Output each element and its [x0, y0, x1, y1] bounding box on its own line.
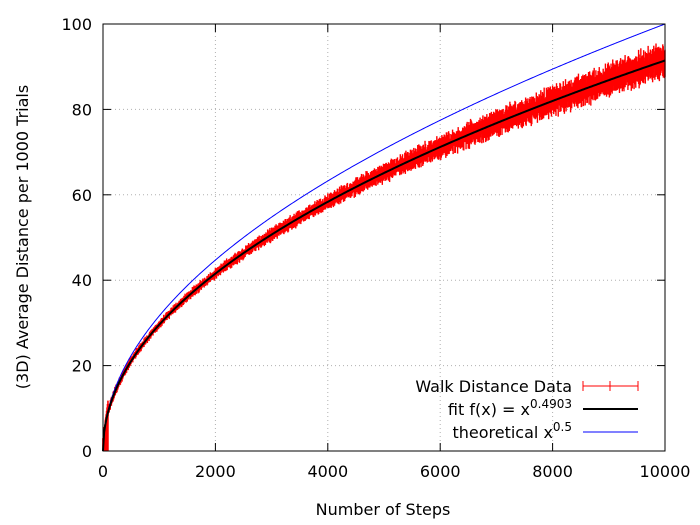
theoretical-curve	[102, 23, 666, 452]
plot-area	[102, 23, 666, 452]
y-tick-label: 100	[61, 15, 92, 34]
y-tick-label: 0	[82, 442, 92, 461]
y-tick-label: 20	[72, 357, 92, 376]
x-axis-title: Number of Steps	[316, 500, 451, 519]
x-tick-label: 0	[98, 462, 108, 481]
y-tick-label: 60	[72, 186, 92, 205]
walk-distance-data-series	[102, 43, 666, 451]
y-axis-title: (3D) Average Distance per 1000 Trials	[13, 85, 32, 389]
x-tick-label: 4000	[307, 462, 348, 481]
legend-label-theoretical: theoretical x0.5	[452, 420, 572, 442]
plot-frame	[102, 23, 666, 452]
x-tick-label: 8000	[532, 462, 573, 481]
fit-curve	[102, 59, 666, 452]
x-tick-label: 2000	[195, 462, 236, 481]
legend: Walk Distance Data fit f(x) = x0.4903 th…	[415, 377, 639, 442]
axis-ticks: 0 2000 4000 6000 8000 10000 0 20 40 60 80 100	[61, 15, 690, 481]
legend-label-theoretical-base: theoretical x	[452, 423, 552, 442]
grid-lines	[103, 24, 665, 451]
x-tick-label: 10000	[640, 462, 691, 481]
legend-label-fit-base: fit f(x) = x	[448, 400, 530, 419]
x-tick-label: 6000	[420, 462, 461, 481]
legend-label-theoretical-exponent: 0.5	[553, 420, 572, 434]
y-tick-label: 40	[72, 271, 92, 290]
legend-label-fit-exponent: 0.4903	[530, 397, 572, 411]
y-tick-label: 80	[72, 100, 92, 119]
legend-label-fit: fit f(x) = x0.4903	[448, 397, 572, 419]
legend-label-walk-data: Walk Distance Data	[415, 377, 572, 396]
